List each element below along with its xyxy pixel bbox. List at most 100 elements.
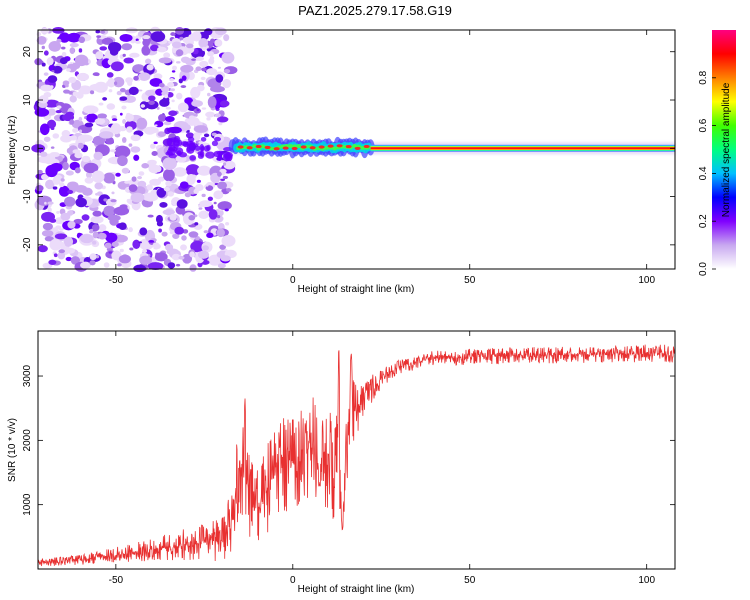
noise-blob (52, 133, 60, 139)
noise-blob (162, 157, 177, 171)
noise-blob (154, 124, 158, 127)
signal-peak (309, 146, 316, 150)
noise-blob (103, 262, 110, 268)
signal-peak (336, 144, 343, 148)
noise-blob (163, 52, 171, 59)
noise-blob (78, 116, 83, 122)
noise-blob (130, 146, 141, 153)
noise-blob (178, 255, 185, 260)
noise-blob (223, 151, 234, 159)
noise-blob (51, 69, 55, 73)
noise-blob (185, 43, 194, 49)
noise-blob (69, 95, 77, 103)
noise-blob (175, 263, 181, 267)
noise-blob (80, 261, 91, 269)
noise-blob (125, 113, 134, 122)
noise-blob (60, 134, 73, 143)
noise-blob (208, 209, 218, 220)
noise-blob (225, 188, 232, 192)
noise-blob (155, 252, 160, 256)
noise-blob (75, 197, 87, 208)
signal-peak (300, 145, 307, 149)
x-tick-label: 100 (638, 575, 655, 586)
colorbar-label: Normalized spectral amplitude (721, 82, 732, 217)
noise-blob (166, 137, 173, 146)
noise-blob (99, 131, 114, 139)
noise-blob (92, 240, 97, 245)
noise-blob (79, 129, 83, 133)
noise-blob (61, 51, 67, 58)
signal-peak (363, 144, 370, 149)
noise-blob (214, 113, 221, 118)
noise-blob (179, 181, 189, 189)
noise-blob (150, 189, 159, 196)
noise-blob (74, 152, 83, 159)
noise-blob (217, 116, 229, 123)
noise-blob (205, 151, 215, 159)
x-tick-label: -50 (109, 275, 124, 286)
noise-blob (174, 226, 185, 235)
noise-blob (223, 68, 231, 74)
noise-blob (165, 243, 174, 251)
noise-blob (177, 139, 183, 146)
noise-blob (180, 64, 194, 73)
noise-blob (118, 254, 131, 264)
noise-blob (191, 31, 202, 42)
x-tick-label: 100 (638, 275, 655, 286)
noise-blob (213, 190, 224, 200)
noise-blob (121, 105, 127, 110)
noise-blob (84, 116, 87, 120)
noise-blob (219, 244, 226, 250)
y-tick-label: 2000 (22, 429, 33, 452)
noise-blob (163, 186, 171, 192)
snr-panel: -50 0 50 100 1000 2000 3000 Height of straigh… (7, 330, 676, 595)
snr-y-ticks: 1000 2000 3000 (22, 364, 675, 516)
noise-blob (199, 60, 209, 68)
noise-blob (208, 57, 215, 65)
noise-blob (108, 89, 113, 93)
noise-blob (198, 210, 209, 219)
noise-blob (92, 72, 100, 76)
noise-blob (168, 110, 178, 117)
colorbar-ticks: 0.0 0.2 0.4 0.6 0.8 (698, 70, 716, 276)
x-tick-label: -50 (109, 575, 124, 586)
signal-peak (354, 146, 361, 151)
noise-blob (99, 30, 106, 34)
noise-blob (182, 253, 193, 264)
noise-blob (108, 251, 113, 254)
noise-blob (113, 206, 130, 216)
noise-blob (59, 182, 65, 188)
noise-blob (110, 123, 122, 135)
noise-blob (65, 247, 76, 254)
noise-blob (103, 198, 108, 202)
noise-blob (136, 117, 148, 130)
noise-blob (114, 145, 131, 158)
noise-blob (124, 180, 131, 184)
noise-blob (195, 56, 205, 61)
noise-blob (116, 90, 122, 96)
noise-blob (127, 81, 133, 86)
noise-blob (97, 113, 107, 120)
noise-blob (106, 80, 112, 87)
noise-blob (175, 27, 185, 35)
noise-blob (119, 96, 128, 101)
noise-blob (177, 102, 189, 113)
noise-blob (193, 125, 209, 133)
noise-blob (97, 232, 107, 240)
noise-blob (52, 176, 61, 185)
noise-blob (206, 117, 211, 121)
spectrogram-x-axis-label: Height of straight line (km) (298, 284, 415, 295)
noise-blob (121, 167, 130, 174)
noise-blob (99, 46, 108, 51)
noise-blob (198, 207, 203, 210)
signal-turbulence (296, 144, 302, 149)
noise-blob (215, 74, 224, 83)
noise-blob (95, 51, 104, 60)
noise-blob (129, 52, 140, 58)
noise-blob (147, 159, 157, 166)
noise-blob (138, 89, 143, 92)
noise-blob (128, 184, 138, 192)
noise-blob (103, 205, 116, 217)
noise-blob (65, 111, 75, 118)
noise-blob (84, 122, 94, 128)
